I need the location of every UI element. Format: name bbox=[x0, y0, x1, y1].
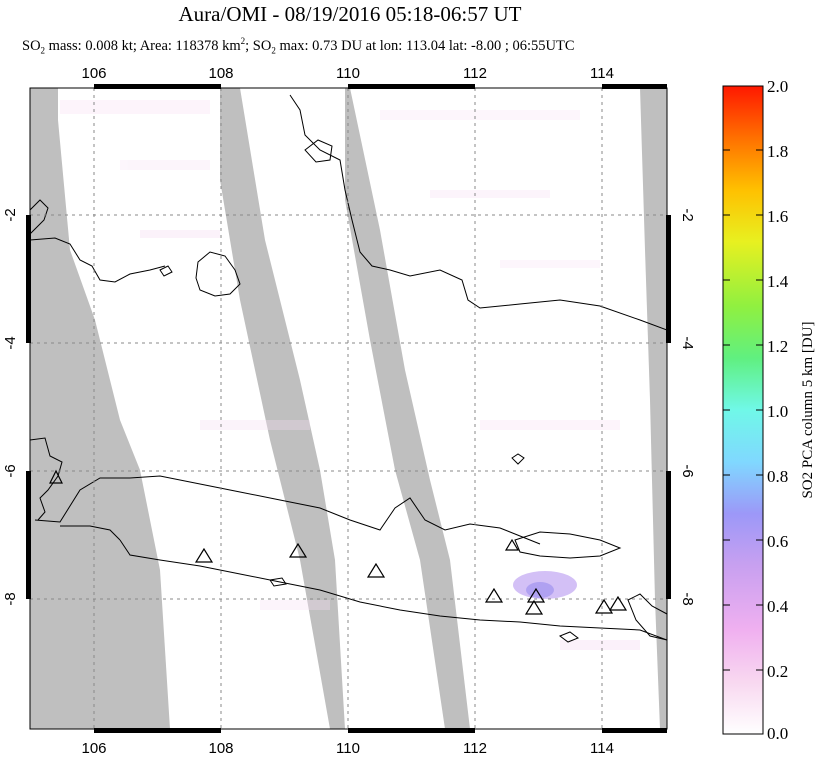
lon-label-bottom: 110 bbox=[336, 740, 360, 757]
coast-borneo bbox=[289, 94, 667, 331]
lat-labels-right: -2 -4 -6 -8 bbox=[679, 208, 696, 605]
gap-left bbox=[30, 88, 170, 729]
subtitle-max-text: max: 0.73 DU at lon: 113.04 lat: -8.00 ;… bbox=[275, 37, 575, 54]
lon-label-bottom: 106 bbox=[81, 740, 106, 757]
lon-label-top: 106 bbox=[81, 65, 106, 82]
map-subtitle: SO2 mass: 0.008 kt; Area: 118378 km2; SO… bbox=[22, 36, 575, 56]
gridlines bbox=[30, 88, 667, 729]
lon-label-top: 110 bbox=[336, 65, 360, 82]
colorbar-label: 1.6 bbox=[767, 207, 788, 226]
gap-right bbox=[640, 88, 667, 729]
lon-label-top: 108 bbox=[208, 65, 233, 82]
volcano-marker bbox=[524, 599, 544, 615]
volcano-marker bbox=[288, 542, 308, 558]
gap-middle-1 bbox=[220, 88, 345, 729]
lat-label-right: -6 bbox=[679, 464, 696, 477]
madura-island bbox=[514, 531, 622, 559]
colorbar-label: 1.8 bbox=[767, 142, 788, 161]
volcano-marker bbox=[484, 587, 504, 603]
lat-label-left: -2 bbox=[2, 208, 19, 221]
volcano-marker bbox=[194, 547, 214, 563]
lon-labels-top: 106 108 110 112 114 bbox=[81, 65, 613, 82]
lon-label-bottom: 112 bbox=[463, 740, 487, 757]
lat-labels-left: -2 -4 -6 -8 bbox=[2, 208, 19, 605]
gap-middle-2 bbox=[345, 88, 470, 729]
subtitle-sub2: 2 bbox=[40, 45, 46, 56]
coast-java-south bbox=[119, 539, 667, 641]
colorbar-title: SO2 PCA column 5 km [DU] bbox=[800, 321, 816, 498]
volcano-marker bbox=[608, 595, 628, 611]
colorbar-label: 1.2 bbox=[767, 337, 788, 356]
subtitle-mass-text: mass: 0.008 kt; Area: 118378 km bbox=[45, 37, 241, 54]
volcano-marker bbox=[504, 538, 520, 551]
lat-label-left: -8 bbox=[2, 592, 19, 605]
islet-bawean bbox=[511, 453, 525, 465]
volcano-markers bbox=[49, 469, 628, 615]
colorbar-label: 0.2 bbox=[767, 662, 788, 681]
colorbar-label: 0.0 bbox=[767, 724, 788, 743]
islet-2 bbox=[269, 577, 287, 587]
colorbar-ticks bbox=[723, 149, 763, 671]
colorbar-label: 0.4 bbox=[767, 597, 789, 616]
belitung-island bbox=[195, 251, 241, 297]
lon-label-bottom: 114 bbox=[590, 740, 614, 757]
coast-java-north bbox=[34, 475, 541, 545]
frame-bars bbox=[26, 84, 671, 733]
subtitle-so2-label: SO bbox=[22, 37, 41, 54]
subtitle-sub2-b: 2 bbox=[271, 45, 276, 56]
coast-sumatra-north bbox=[30, 199, 49, 235]
colorbar-label: 0.6 bbox=[767, 532, 788, 551]
colorbar-label: 2.0 bbox=[767, 77, 788, 96]
lat-label-left: -6 bbox=[2, 464, 19, 477]
volcano-marker bbox=[366, 562, 386, 578]
volcano-marker bbox=[594, 598, 614, 614]
lat-label-right: -2 bbox=[679, 208, 696, 221]
lon-label-top: 112 bbox=[463, 65, 487, 82]
swath-gaps bbox=[30, 88, 667, 729]
subtitle-sup2: 2 bbox=[240, 36, 246, 46]
colorbar-label: 1.0 bbox=[767, 402, 788, 421]
so2-noise bbox=[60, 100, 640, 650]
lon-label-bottom: 108 bbox=[208, 740, 233, 757]
volcano-marker bbox=[49, 469, 63, 484]
islet-1 bbox=[159, 265, 173, 277]
islet-nusa bbox=[558, 631, 580, 643]
volcano-marker bbox=[526, 587, 546, 603]
lat-label-right: -8 bbox=[679, 592, 696, 605]
lat-label-left: -4 bbox=[2, 336, 19, 349]
subtitle-sep: ; SO bbox=[245, 37, 272, 54]
lon-labels-bottom: 106 108 110 112 114 bbox=[81, 740, 613, 757]
coast-sumatra-south bbox=[30, 237, 166, 283]
map-title: Aura/OMI - 08/19/2016 05:18-06:57 UT bbox=[178, 2, 522, 26]
colorbar-labels: 2.0 1.8 1.6 1.4 1.2 1.0 0.8 0.6 0.4 0.2 … bbox=[767, 77, 789, 743]
colorbar-label: 1.4 bbox=[767, 272, 789, 291]
lat-label-right: -4 bbox=[679, 336, 696, 349]
bali-island bbox=[627, 593, 667, 641]
coast-java-west bbox=[60, 525, 121, 541]
borneo-islet bbox=[304, 139, 333, 163]
colorbar-label: 0.8 bbox=[767, 467, 788, 486]
lon-label-top: 114 bbox=[590, 65, 614, 82]
